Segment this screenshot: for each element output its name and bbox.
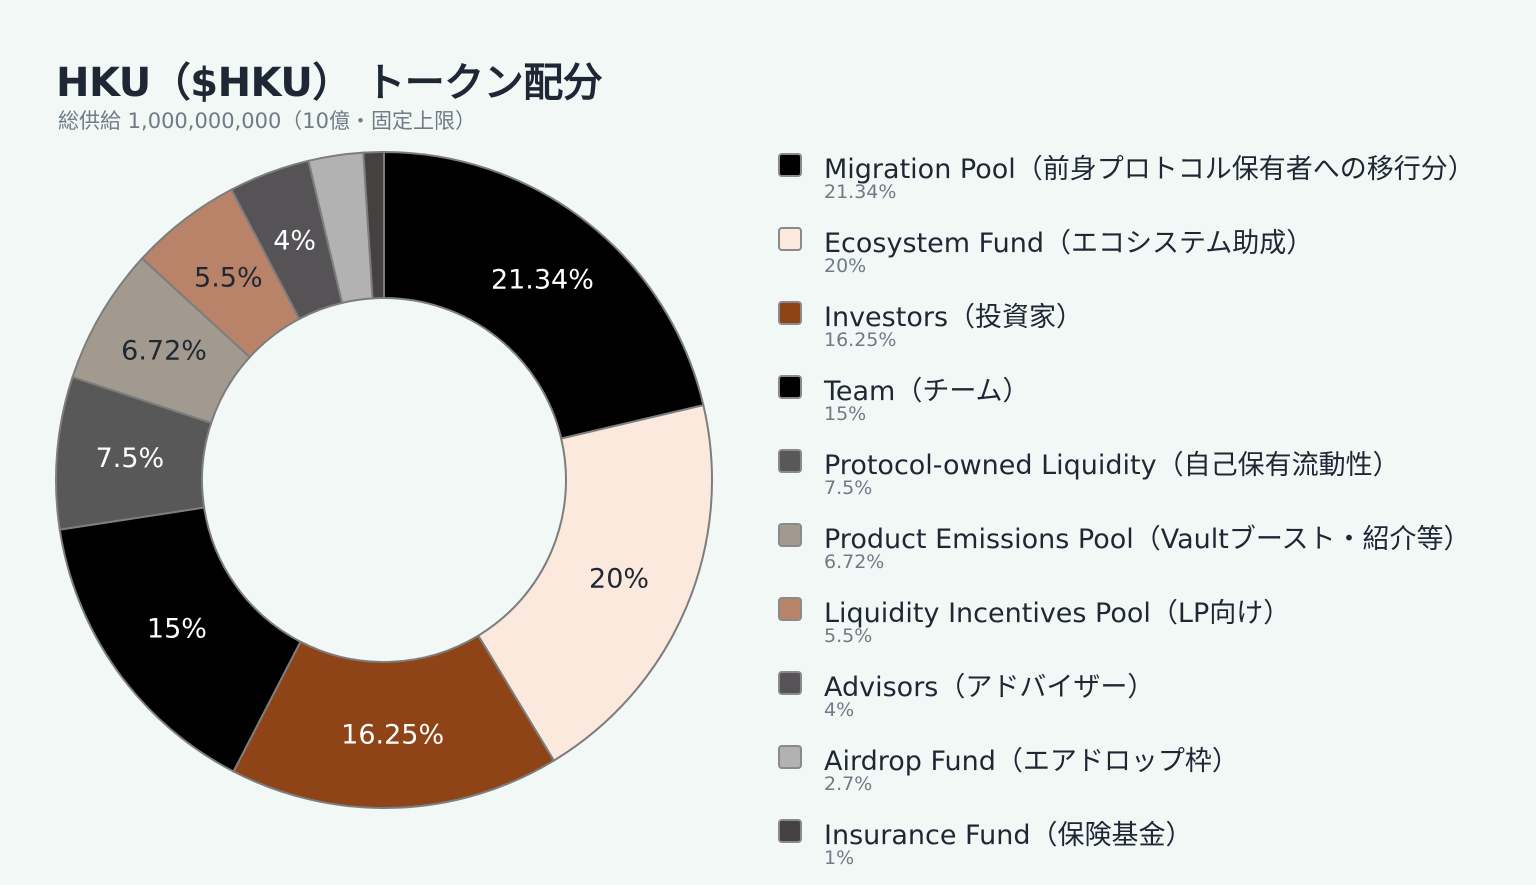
legend-value: 7.5%	[824, 477, 873, 499]
slice-value-label: 15%	[147, 613, 207, 644]
legend-swatch	[778, 375, 802, 399]
legend-label: Ecosystem Fund（エコシステム助成）	[824, 228, 1314, 259]
legend-label: Product Emissions Pool（Vaultブースト・紹介等）	[824, 524, 1471, 555]
slice-value-label: 20%	[589, 563, 649, 594]
legend-value: 21.34%	[824, 181, 897, 203]
donut-chart: 21.34% 20% 16.25% 15% 7.5% 6.72% 5.5% 4%	[55, 150, 713, 809]
donut-slice	[476, 403, 713, 762]
legend-label: Insurance Fund（保険基金）	[824, 820, 1193, 851]
legend-label: Team（チーム）	[824, 376, 1030, 407]
legend-label: Migration Pool（前身プロトコル保有者への移行分）	[824, 154, 1475, 185]
legend-value: 4%	[824, 699, 855, 721]
slice-value-label: 4%	[273, 226, 316, 257]
legend-value: 15%	[824, 403, 867, 425]
chart-title: HKU（$HKU） トークン配分	[56, 60, 603, 106]
legend-label: Airdrop Fund（エアドロップ枠）	[824, 746, 1239, 777]
legend-swatch	[778, 449, 802, 473]
chart-subtitle: 総供給 1,000,000,000（10億・固定上限）	[58, 109, 477, 133]
legend-label: Investors（投資家）	[824, 302, 1084, 333]
legend-swatch	[778, 745, 802, 769]
donut-slice	[232, 634, 556, 809]
legend-swatch	[778, 819, 802, 843]
donut-slice	[58, 506, 302, 773]
legend-label: Advisors（アドバイザー）	[824, 672, 1155, 703]
legend-label: Liquidity Incentives Pool（LP向け）	[824, 598, 1291, 629]
slice-value-label: 5.5%	[194, 263, 263, 294]
slice-value-label: 7.5%	[96, 443, 165, 474]
legend-swatch	[778, 227, 802, 251]
slice-value-label: 16.25%	[341, 719, 444, 750]
legend-swatch	[778, 671, 802, 695]
donut-slice	[362, 150, 385, 300]
legend-swatch	[778, 153, 802, 177]
legend-swatch	[778, 301, 802, 325]
legend-value: 20%	[824, 255, 867, 277]
legend-value: 2.7%	[824, 773, 873, 795]
slice-value-label: 6.72%	[121, 335, 207, 366]
legend-value: 5.5%	[824, 625, 873, 647]
legend-swatch	[778, 523, 802, 547]
legend-value: 16.25%	[824, 329, 897, 351]
donut-slice	[383, 150, 705, 440]
legend-label: Protocol-owned Liquidity（自己保有流動性）	[824, 450, 1400, 481]
legend-value: 6.72%	[824, 551, 885, 573]
legend-value: 1%	[824, 847, 855, 869]
slice-value-label: 21.34%	[491, 265, 594, 296]
legend-swatch	[778, 597, 802, 621]
